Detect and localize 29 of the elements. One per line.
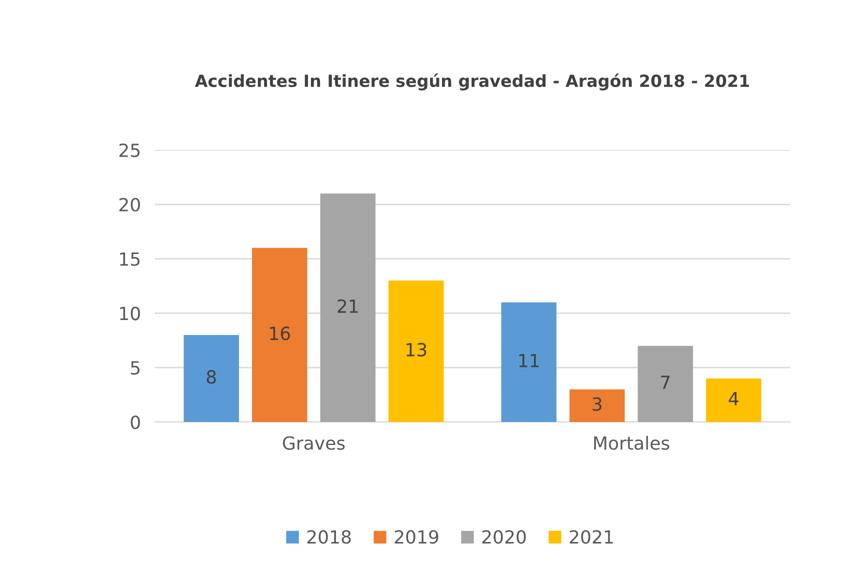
bar [638,346,694,422]
data-label: 8 [206,370,216,384]
data-label: 11 [519,354,539,368]
data-label: 21 [338,299,358,313]
data-label: 7 [661,376,670,389]
bar [184,334,239,422]
y-tick-label: 10 [120,306,140,320]
x-tick-label: Mortales [594,436,670,450]
bar [252,248,308,422]
bar [706,378,762,422]
y-tick-label: 0 [130,415,140,430]
legend-label: 2019 [394,530,438,544]
y-tick-label: 20 [119,198,140,212]
bar [569,389,625,422]
y-tick-label: 25 [119,143,140,158]
y-tick-label: 5 [131,361,140,375]
data-label: 13 [406,342,426,357]
chart-title: Accidentes In Itinere según gravedad - Aragón 2018 - 2021 [194,74,750,90]
data-label: 3 [592,397,602,411]
data-label: 4 [728,392,738,406]
bar [388,280,444,422]
bar [501,302,556,422]
bar [320,194,376,422]
legend-label: 2018 [307,530,351,544]
legend-label: 2020 [482,530,526,544]
data-label: 16 [270,326,290,340]
legend-label: 2021 [570,530,613,544]
y-tick-label: 15 [120,252,140,266]
x-tick-label: Graves [282,436,345,450]
